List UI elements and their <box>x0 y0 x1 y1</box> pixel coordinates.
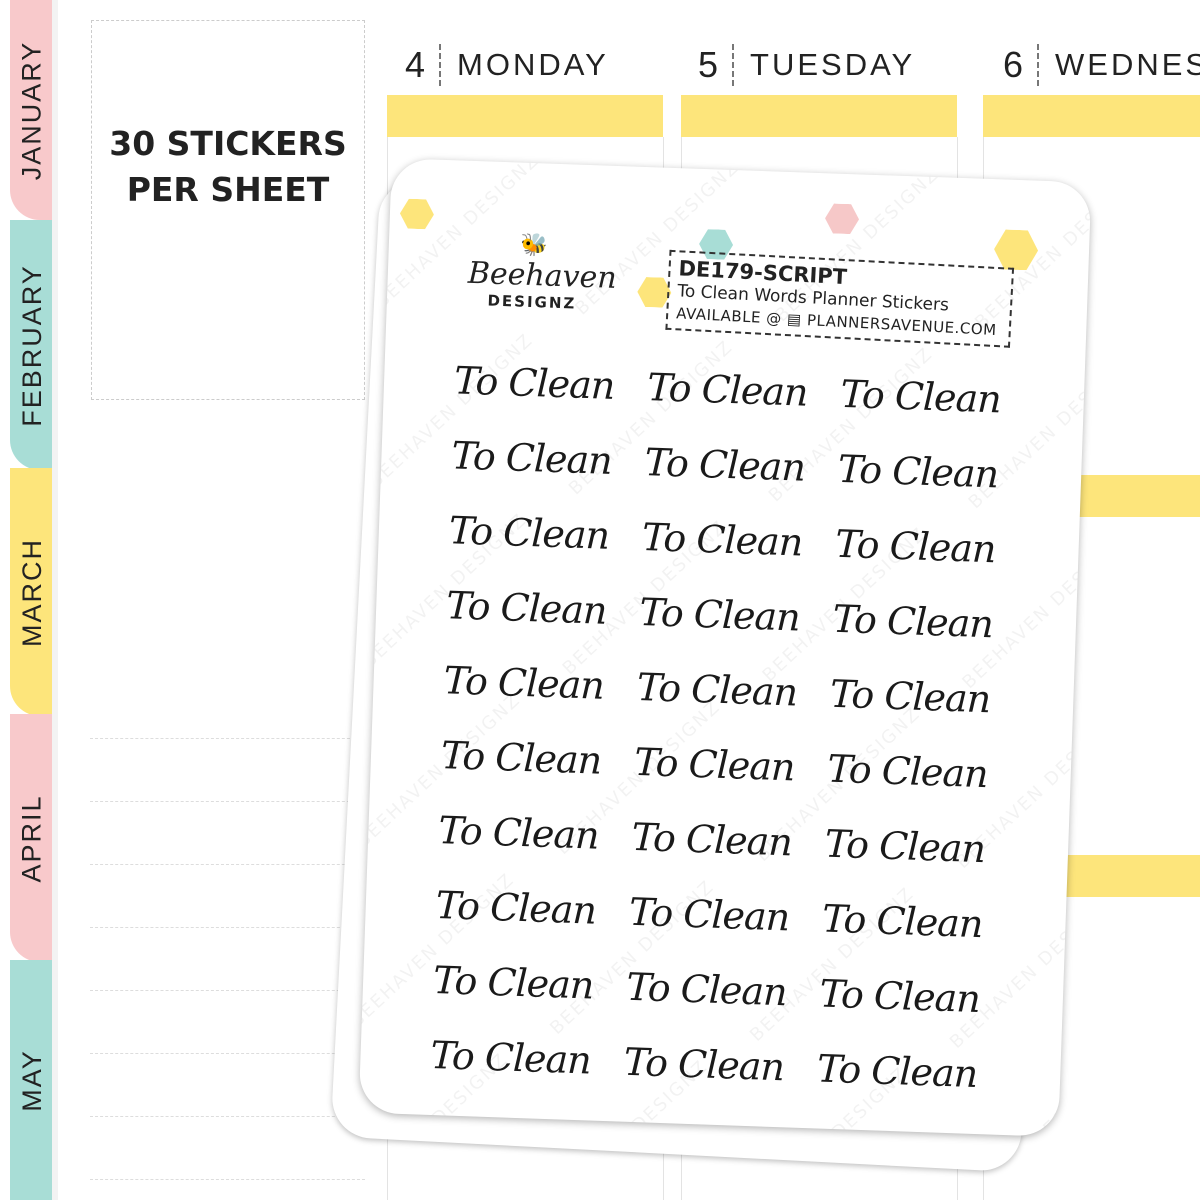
sticker[interactable]: To Clean <box>429 1032 592 1083</box>
sticker[interactable]: To Clean <box>834 521 997 572</box>
month-tabs: JANUARY FEBRUARY MARCH APRIL MAY <box>0 0 60 1200</box>
sticker[interactable]: To Clean <box>432 958 595 1008</box>
hexagon-decoration <box>399 198 434 229</box>
day-number: 6 <box>1003 44 1040 86</box>
sticker[interactable]: To Clean <box>448 508 610 558</box>
sticker[interactable]: To Clean <box>839 371 1002 422</box>
note-line <box>90 1053 365 1054</box>
sticker[interactable]: To Clean <box>442 658 605 708</box>
day-name: WEDNESDAY <box>1055 47 1200 82</box>
sticker[interactable]: To Clean <box>816 1046 978 1097</box>
sticker[interactable]: To Clean <box>633 739 796 790</box>
wednesday-bar <box>983 95 1200 137</box>
sticker[interactable]: To Clean <box>821 896 984 947</box>
sticker[interactable]: To Clean <box>630 814 793 865</box>
sticker[interactable]: To Clean <box>435 883 597 933</box>
tab-label: MARCH <box>16 537 47 647</box>
day-name: TUESDAY <box>750 47 916 82</box>
note-line <box>90 990 365 991</box>
tab-january[interactable]: JANUARY <box>10 0 54 220</box>
note-line <box>90 801 365 802</box>
day-number: 5 <box>698 44 735 86</box>
sticker[interactable]: To Clean <box>636 664 798 715</box>
sticker[interactable]: To Clean <box>824 821 986 872</box>
tuesday-bar <box>681 95 957 137</box>
day-header-wednesday: 6 WEDNESDAY <box>1003 40 1200 90</box>
tab-label: JANUARY <box>16 40 47 180</box>
sticker[interactable]: To Clean <box>831 596 994 647</box>
sticker-grid: To Clean To Clean To Clean To Clean To Clean… <box>430 355 1035 1100</box>
note-line <box>90 864 365 865</box>
note-line <box>90 738 365 739</box>
tab-label: FEBRUARY <box>16 263 47 427</box>
sheet-label: DE179-SCRIPT To Clean Words Planner Stic… <box>665 249 1015 348</box>
sticker[interactable]: To Clean <box>638 590 801 640</box>
watermarks: BEEHAVEN DESIGNZ BEEHAVEN DESIGNZ BEEHAVEN… <box>359 158 1092 1137</box>
wednesday-bar-2 <box>1060 475 1200 517</box>
sticker[interactable]: To Clean <box>829 671 991 722</box>
day-number: 4 <box>405 44 442 86</box>
sticker[interactable]: To Clean <box>646 365 809 415</box>
note-line <box>90 927 365 928</box>
sticker[interactable]: To Clean <box>818 971 981 1022</box>
planner-spine <box>52 0 58 1200</box>
tab-label: MAY <box>16 1048 47 1112</box>
note-line <box>90 1116 365 1117</box>
sticker-count-text: 30 STICKERS PER SHEET <box>92 121 364 213</box>
sticker[interactable]: To Clean <box>445 583 608 633</box>
info-line-1: 30 STICKERS <box>109 124 347 163</box>
note-line <box>90 1179 365 1180</box>
tab-february[interactable]: FEBRUARY <box>10 220 54 470</box>
monday-bar <box>387 95 663 137</box>
tab-label: APRIL <box>16 793 47 883</box>
available-text: AVAILABLE @ <box>675 304 783 328</box>
info-line-2: PER SHEET <box>126 170 330 209</box>
sticker[interactable]: To Clean <box>453 358 616 408</box>
sticker[interactable]: To Clean <box>643 440 806 490</box>
day-header-tuesday: 5 TUESDAY <box>698 40 915 90</box>
sticker[interactable]: To Clean <box>641 515 804 565</box>
tab-march[interactable]: MARCH <box>10 468 54 716</box>
sticker[interactable]: To Clean <box>625 964 788 1015</box>
sticker[interactable]: To Clean <box>440 733 602 783</box>
shop-icon: ▤ <box>786 310 803 329</box>
sticker[interactable]: To Clean <box>437 808 600 858</box>
hexagon-decoration <box>825 203 860 234</box>
sticker-sheet: BEEHAVEN DESIGNZ BEEHAVEN DESIGNZ BEEHAVEN… <box>358 158 1092 1137</box>
day-header-monday: 4 MONDAY <box>405 40 609 90</box>
beehaven-logo: 🐝 Beehaven DESIGNZ <box>467 231 618 313</box>
sticker[interactable]: To Clean <box>623 1039 785 1090</box>
sticker[interactable]: To Clean <box>837 446 999 497</box>
sticker[interactable]: To Clean <box>826 746 989 797</box>
logo-script: Beehaven <box>467 255 618 296</box>
sticker[interactable]: To Clean <box>628 889 790 940</box>
tab-april[interactable]: APRIL <box>10 714 54 962</box>
sticker[interactable]: To Clean <box>450 433 613 483</box>
tab-may[interactable]: MAY <box>10 960 54 1200</box>
info-box: 30 STICKERS PER SHEET <box>91 20 365 400</box>
day-name: MONDAY <box>457 47 609 82</box>
